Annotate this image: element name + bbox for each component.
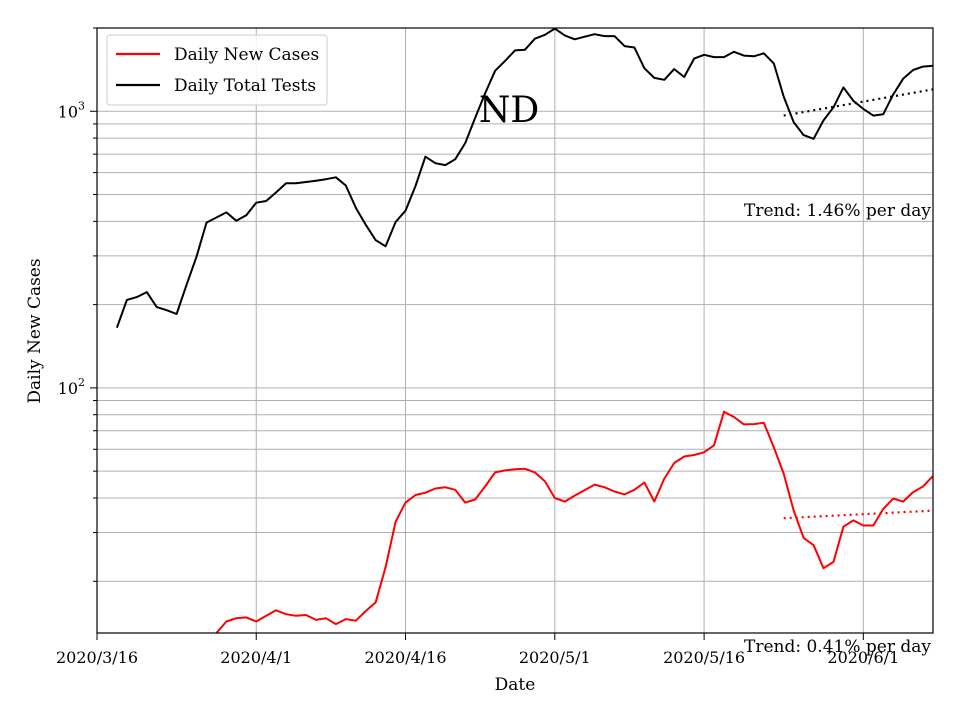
y-tick-label-base: 10	[58, 379, 78, 398]
series-line-daily-new-cases	[215, 410, 933, 633]
x-tick-label: 2020/6/1	[827, 648, 899, 667]
x-tick-label: 2020/5/1	[519, 648, 591, 667]
y-tick-label-base: 10	[58, 102, 78, 121]
y-tick-label: 103	[58, 99, 85, 121]
x-tick-label: 2020/3/16	[56, 648, 138, 667]
plot-frame	[96, 27, 934, 634]
trend-layer	[783, 88, 933, 520]
y-tick-label-exponent: 2	[78, 376, 85, 389]
y-axis-label: Daily New Cases	[25, 258, 45, 403]
tick-layer	[90, 27, 864, 640]
trend-label: Trend: 0.41% per day	[744, 637, 931, 657]
y-tick-label-exponent: 3	[78, 99, 85, 112]
legend-label-tests: Daily Total Tests	[174, 76, 316, 96]
x-tick-label: 2020/4/1	[220, 648, 292, 667]
x-axis-label: Date	[495, 675, 536, 695]
trend-line	[783, 88, 933, 117]
y-tick-label: 102	[58, 376, 85, 398]
series-layer	[115, 28, 933, 633]
x-tick-label: 2020/4/16	[365, 648, 447, 667]
legend: Daily New Cases Daily Total Tests	[106, 34, 328, 106]
x-tick-label: 2020/5/16	[663, 648, 745, 667]
chart-title: ND	[479, 90, 539, 131]
series-line-daily-total-tests	[115, 28, 933, 329]
trend-label: Trend: 1.46% per day	[744, 201, 931, 221]
trend-line	[783, 509, 933, 520]
legend-box	[106, 34, 328, 106]
legend-label-cases: Daily New Cases	[174, 45, 319, 65]
